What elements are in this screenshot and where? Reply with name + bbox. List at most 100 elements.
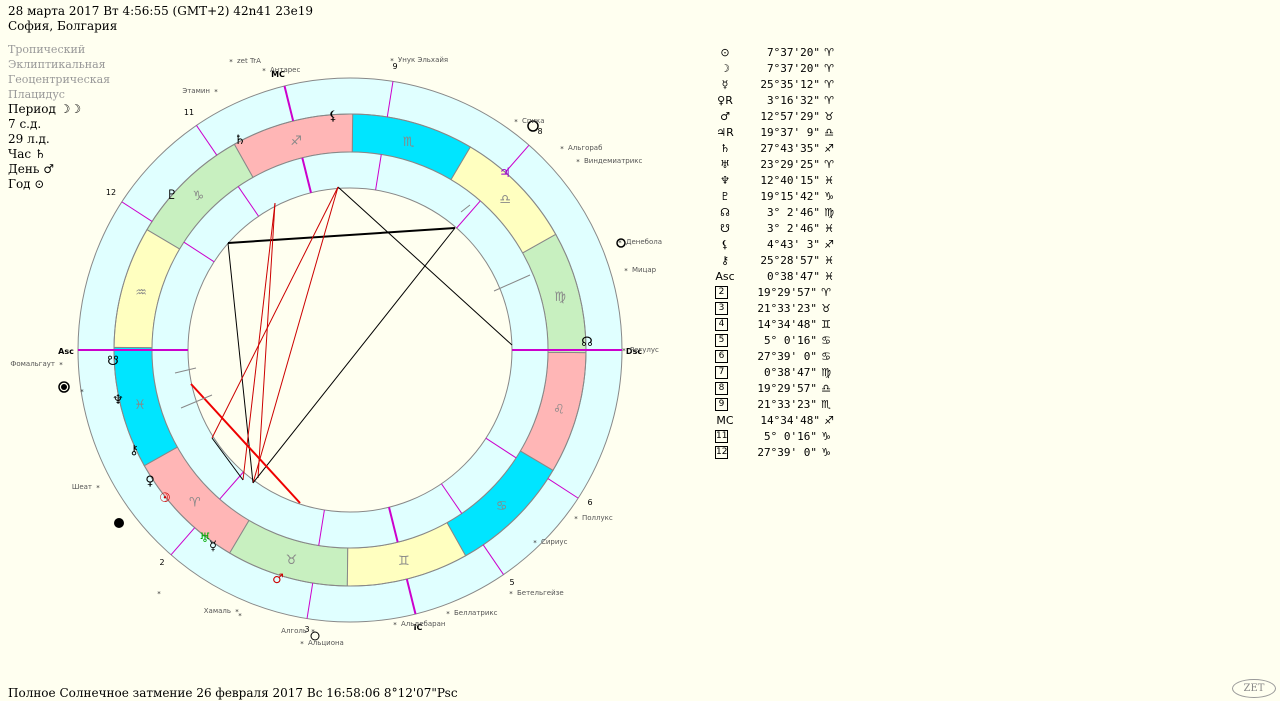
position-sign: ♑ [821,445,831,459]
position-row: 4 14°34'48" ♊ [714,316,836,332]
position-glyph: ♄ [720,141,730,155]
fixed-star-label: Фомальгаут [10,360,55,368]
eclipse-marker-outline [58,381,70,393]
house-cusp-outer [482,544,504,575]
house-number: 9 [392,62,397,71]
fixed-star-marker: * [238,612,242,620]
position-row: ⊙ 7°37'20" ♈ [714,44,836,60]
position-degree: 7°37'20" [767,45,820,59]
position-glyph: ☿ [721,77,729,91]
house-cusp-inner [441,483,463,514]
position-glyph: ⚷ [720,253,730,267]
position-glyph: 4 [715,317,728,331]
position-sign: ♈ [821,285,831,299]
fixed-star-marker: * [262,67,266,75]
position-glyph: 5 [715,333,728,347]
position-degree: 27°39' 0" [757,445,817,459]
sign-glyph-leo: ♌ [553,403,565,418]
zet-logo[interactable]: ZET [1232,679,1276,698]
position-row: 7 0°38'47" ♍ [714,364,836,380]
sign-glyph-sagittarius: ♐ [290,134,302,149]
position-row: 11 5° 0'16" ♑ [714,428,836,444]
mode-house-system[interactable]: Плацидус [8,88,65,101]
position-row: ☋ 3° 2'46" ♓ [714,220,836,236]
fixed-star-label: Бетельгейзе [517,589,564,597]
fixed-star-marker: * [574,515,578,523]
position-degree: 12°57'29" [760,109,820,123]
mode-zodiac[interactable]: Тропический [8,43,86,56]
aspect-line [227,227,456,244]
position-row: ♀R 3°16'32" ♈ [714,92,836,108]
house-cusp-outer [386,81,394,118]
mode-coordinates[interactable]: Эклиптикальная [8,58,106,71]
zodiac-ring: ♈ ♉ ♊ ♋ ♌ ♍ ♎ ♏ ♐ ♑ ♒ ♓ [113,113,587,587]
position-sign: ♍ [821,365,831,379]
aspect-lines [174,186,531,504]
sign-glyph-cancer: ♋ [496,499,508,514]
fixed-star-label: Хамаль [204,607,231,615]
position-sign: ♓ [824,221,834,235]
position-row: ♄ 27°43'35" ♐ [714,140,836,156]
position-glyph: MC [716,413,734,427]
positions-table: ⊙ 7°37'20" ♈ ☽ 7°37'20" ♈ ☿ 25°35'12" ♈ ♀R 3°16'32… [714,44,836,460]
position-glyph: 8 [715,381,728,395]
fixed-star-label: Альдебаран [401,620,445,628]
position-degree: 19°37' 9" [760,125,820,139]
house-cusp-outer [283,85,295,122]
mercury-glyph: ☿ [209,539,217,554]
saturn-glyph: ♄ [234,133,246,148]
position-degree: 21°33'23" [757,301,817,315]
sign-glyph-aquarius: ♒ [135,285,147,300]
ruler-year: Год ⊙ [8,177,45,191]
fixed-star-label: Мицар [632,266,657,274]
fixed-star-marker: * [235,608,239,616]
position-sign: ♐ [824,237,834,251]
position-row: ☽ 7°37'20" ♈ [714,60,836,76]
mode-center[interactable]: Геоцентрическая [8,73,111,86]
ruler-hour: Час ♄ [8,147,46,161]
position-sign: ♈ [824,77,834,91]
fixed-star-marker: * [576,158,580,166]
position-sign: ♏ [821,397,831,411]
dsc-label: Dsc [626,347,642,356]
house-number: 3 [304,625,309,634]
house-cusp-inner [388,506,399,543]
venus-glyph: ♀ [145,474,155,489]
house-cusp-outer [306,582,314,619]
house-cusp-outer [170,527,196,556]
position-degree: 14°34'48" [757,317,817,331]
position-glyph: 6 [715,349,728,363]
aspect-line [211,437,244,481]
house-cusp-inner [183,241,215,263]
position-row: 2 19°29'57" ♈ [714,284,836,300]
position-degree: 4°43' 3" [767,237,820,251]
house-number: 6 [587,498,592,507]
fixed-star-label: Антарес [270,66,300,74]
position-degree: 27°43'35" [760,141,820,155]
fixed-star-marker: * [96,484,100,492]
position-degree: 3° 2'46" [767,221,820,235]
position-row: MC 14°34'48" ♐ [714,412,836,428]
position-sign: ♈ [824,61,834,75]
position-degree: 0°38'47" [764,365,817,379]
fixed-star-label: Беллатрикс [454,609,498,617]
position-row: ⚸ 4°43' 3" ♐ [714,236,836,252]
position-sign: ♐ [824,413,834,427]
north-node-glyph: ☊ [581,335,593,350]
position-degree: 27°39' 0" [757,349,817,363]
position-degree: 3°16'32" [767,93,820,107]
planet-glyphs: ☉☽ ☿ ♀ ♂ ♃ ♄ ♅ ♆ ♇ ☊ ☋ ⚸ ⚷ [58,109,626,641]
position-row: ☿ 25°35'12" ♈ [714,76,836,92]
natal-chart-wheel[interactable]: ♈ ♉ ♊ ♋ ♌ ♍ ♎ ♏ ♐ ♑ ♒ ♓ ☉☽ ☿ ♀ ♂ ♃ ♄ ♅ ♆ ♇ ☊ ☋ ⚸ ⚷ Asc Dsc MC IC 2 3… [0,0,700,680]
chart-location: София, Болгария [8,19,118,33]
fixed-star-label: Регулус [630,346,659,354]
reference-line [493,274,531,292]
position-sign: ♓ [824,173,834,187]
house-cusp-outer [405,578,417,615]
sign-glyph-aries: ♈ [189,496,201,511]
house-cusp-inner [219,471,244,500]
position-degree: 7°37'20" [767,61,820,75]
pluto-glyph: ♇ [166,188,178,203]
ic-label: IC [414,623,423,632]
